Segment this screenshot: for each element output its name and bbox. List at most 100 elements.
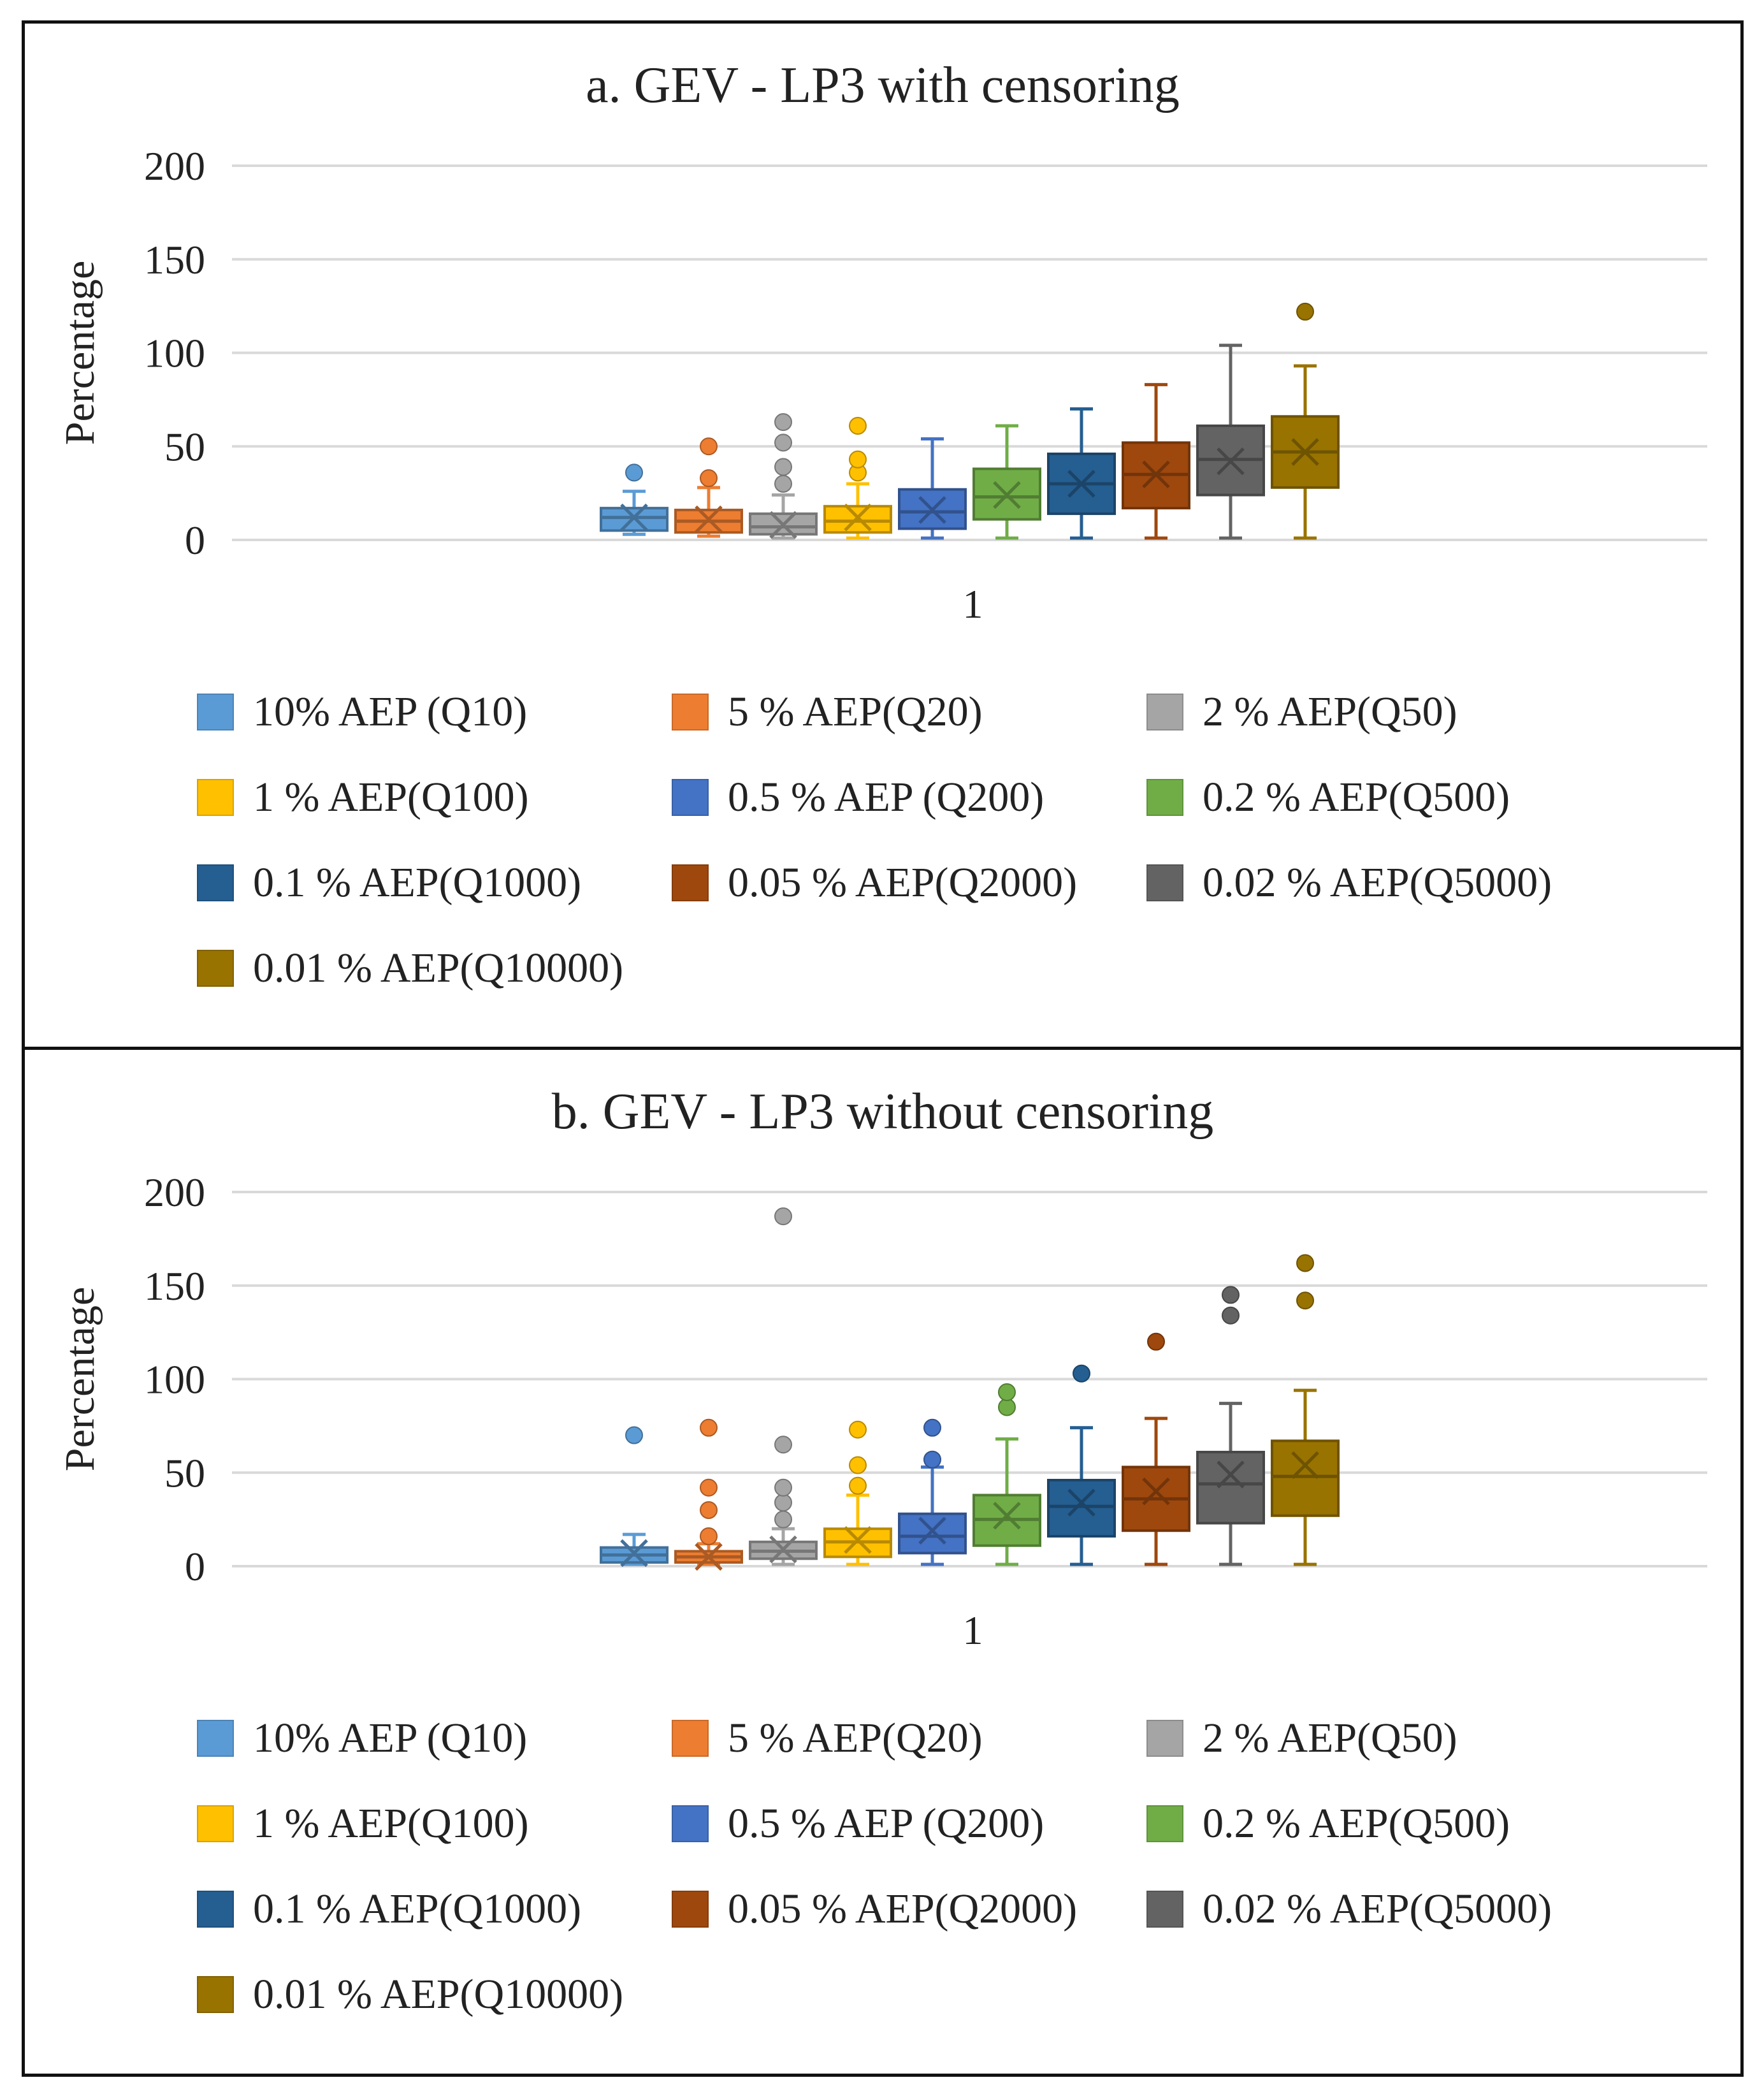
legend-item: 0.05 % AEP(Q2000) xyxy=(672,851,1077,915)
y-tick-label: 0 xyxy=(185,1544,205,1589)
mean-marker xyxy=(993,1501,1021,1530)
mean-marker xyxy=(695,1543,723,1571)
legend-swatch xyxy=(672,694,709,731)
chart-panel-a: a. GEV - LP3 with censoring 0 50 100 150 200… xyxy=(22,20,1744,1050)
y-tick-label: 50 xyxy=(164,424,205,469)
outlier-point xyxy=(774,474,792,493)
outlier-point xyxy=(700,1501,718,1519)
legend-swatch xyxy=(197,950,234,987)
mean-marker xyxy=(844,1526,872,1554)
outlier-point xyxy=(774,433,792,452)
outlier-point xyxy=(774,458,792,476)
mean-marker xyxy=(844,504,872,532)
legend-swatch xyxy=(1146,864,1183,901)
x-tick-label: 1 xyxy=(963,1608,983,1653)
mean-marker xyxy=(1142,460,1170,489)
legend-label: 0.02 % AEP(Q5000) xyxy=(1203,859,1552,906)
legend-swatch xyxy=(1146,1805,1183,1842)
mean-marker xyxy=(695,505,723,534)
legend-label: 0.1 % AEP(Q1000) xyxy=(253,859,582,906)
outlier-point xyxy=(774,1478,792,1497)
legend-swatch xyxy=(672,1891,709,1928)
legend-label: 0.2 % AEP(Q500) xyxy=(1203,774,1510,820)
outlier-point xyxy=(700,1478,718,1497)
legend-swatch xyxy=(1146,1720,1183,1757)
y-axis-label: Percentage xyxy=(57,261,103,446)
mean-marker xyxy=(1291,438,1319,466)
legend-swatch xyxy=(197,1805,234,1842)
legend-label: 0.02 % AEP(Q5000) xyxy=(1203,1886,1552,1932)
legend-item: 0.2 % AEP(Q500) xyxy=(1146,766,1510,829)
legend-label: 0.5 % AEP (Q200) xyxy=(728,1800,1045,1847)
y-tick-label: 150 xyxy=(144,1263,205,1309)
y-tick-label: 100 xyxy=(144,331,205,376)
legend-item: 0.1 % AEP(Q1000) xyxy=(197,851,581,915)
box-series-7 xyxy=(1047,1364,1116,1566)
box-iqr xyxy=(1047,1478,1116,1538)
outlier-point xyxy=(1147,1332,1165,1351)
outlier-point xyxy=(700,469,718,488)
legend-label: 0.05 % AEP(Q2000) xyxy=(728,859,1078,906)
legend-swatch xyxy=(1146,1891,1183,1928)
box-series-8 xyxy=(1122,1332,1190,1566)
box-series-4 xyxy=(823,416,892,540)
legend-item: 0.02 % AEP(Q5000) xyxy=(1146,851,1552,915)
outlier-point xyxy=(849,1420,867,1439)
box-series-7 xyxy=(1047,407,1116,540)
box-iqr xyxy=(1271,1439,1340,1517)
box-iqr xyxy=(1196,1450,1265,1525)
legend-swatch xyxy=(672,864,709,901)
outlier-point xyxy=(849,416,867,435)
chart-title: a. GEV - LP3 with censoring xyxy=(586,57,1180,113)
legend-label: 2 % AEP(Q50) xyxy=(1203,1715,1457,1761)
box-iqr xyxy=(898,1512,967,1555)
outlier-point xyxy=(700,1527,718,1546)
box-series-5 xyxy=(898,1418,967,1566)
legend-item: 0.5 % AEP (Q200) xyxy=(672,1792,1044,1856)
legend-item: 1 % AEP(Q100) xyxy=(197,1792,529,1856)
legend-swatch xyxy=(1146,694,1183,731)
box-series-6 xyxy=(972,424,1041,540)
legend-item: 2 % AEP(Q50) xyxy=(1146,1706,1457,1770)
outlier-point xyxy=(849,1456,867,1474)
legend-item: 2 % AEP(Q50) xyxy=(1146,680,1457,744)
outlier-point xyxy=(774,1494,792,1512)
legend-swatch xyxy=(197,1891,234,1928)
legend-label: 0.2 % AEP(Q500) xyxy=(1203,1800,1510,1847)
outlier-point xyxy=(849,450,867,469)
outlier-point xyxy=(1073,1364,1090,1383)
box-series-9 xyxy=(1196,344,1265,540)
box-series-3 xyxy=(749,413,818,540)
box-series-2 xyxy=(674,437,743,538)
chart-panel-b: b. GEV - LP3 without censoring 0 50 100 150… xyxy=(22,1047,1744,2077)
legend-label: 0.05 % AEP(Q2000) xyxy=(728,1886,1078,1932)
y-tick-label: 0 xyxy=(185,518,205,563)
mean-marker xyxy=(1067,470,1095,498)
legend-item: 0.02 % AEP(Q5000) xyxy=(1146,1877,1552,1941)
mean-marker xyxy=(918,496,946,524)
y-tick-label: 100 xyxy=(144,1357,205,1402)
legend-item: 0.05 % AEP(Q2000) xyxy=(672,1877,1077,1941)
legend-item: 0.5 % AEP (Q200) xyxy=(672,766,1044,829)
box-series-8 xyxy=(1122,382,1190,540)
outlier-point xyxy=(1222,1286,1240,1304)
legend-label: 10% AEP (Q10) xyxy=(253,1715,528,1761)
legend-item: 0.01 % AEP(Q10000) xyxy=(197,1963,623,2026)
outlier-point xyxy=(774,1207,792,1226)
mean-marker xyxy=(1217,1460,1245,1488)
box-series-9 xyxy=(1196,1286,1265,1566)
box-plot-a: 0 50 100 150 200 Percentage 1 xyxy=(57,143,1707,627)
box-series-10 xyxy=(1271,302,1340,540)
outlier-point xyxy=(700,437,718,456)
legend-label: 5 % AEP(Q20) xyxy=(728,1715,983,1761)
y-tick-label: 150 xyxy=(144,237,205,282)
outlier-point xyxy=(1296,1291,1314,1310)
legend-swatch xyxy=(197,864,234,901)
mean-marker xyxy=(1291,1451,1319,1480)
legend-item: 10% AEP (Q10) xyxy=(197,1706,527,1770)
box-series-1 xyxy=(600,1426,669,1567)
outlier-point xyxy=(774,1436,792,1454)
legend-swatch xyxy=(197,1976,234,2013)
outlier-point xyxy=(998,1383,1016,1402)
legend-label: 0.01 % AEP(Q10000) xyxy=(253,945,624,991)
